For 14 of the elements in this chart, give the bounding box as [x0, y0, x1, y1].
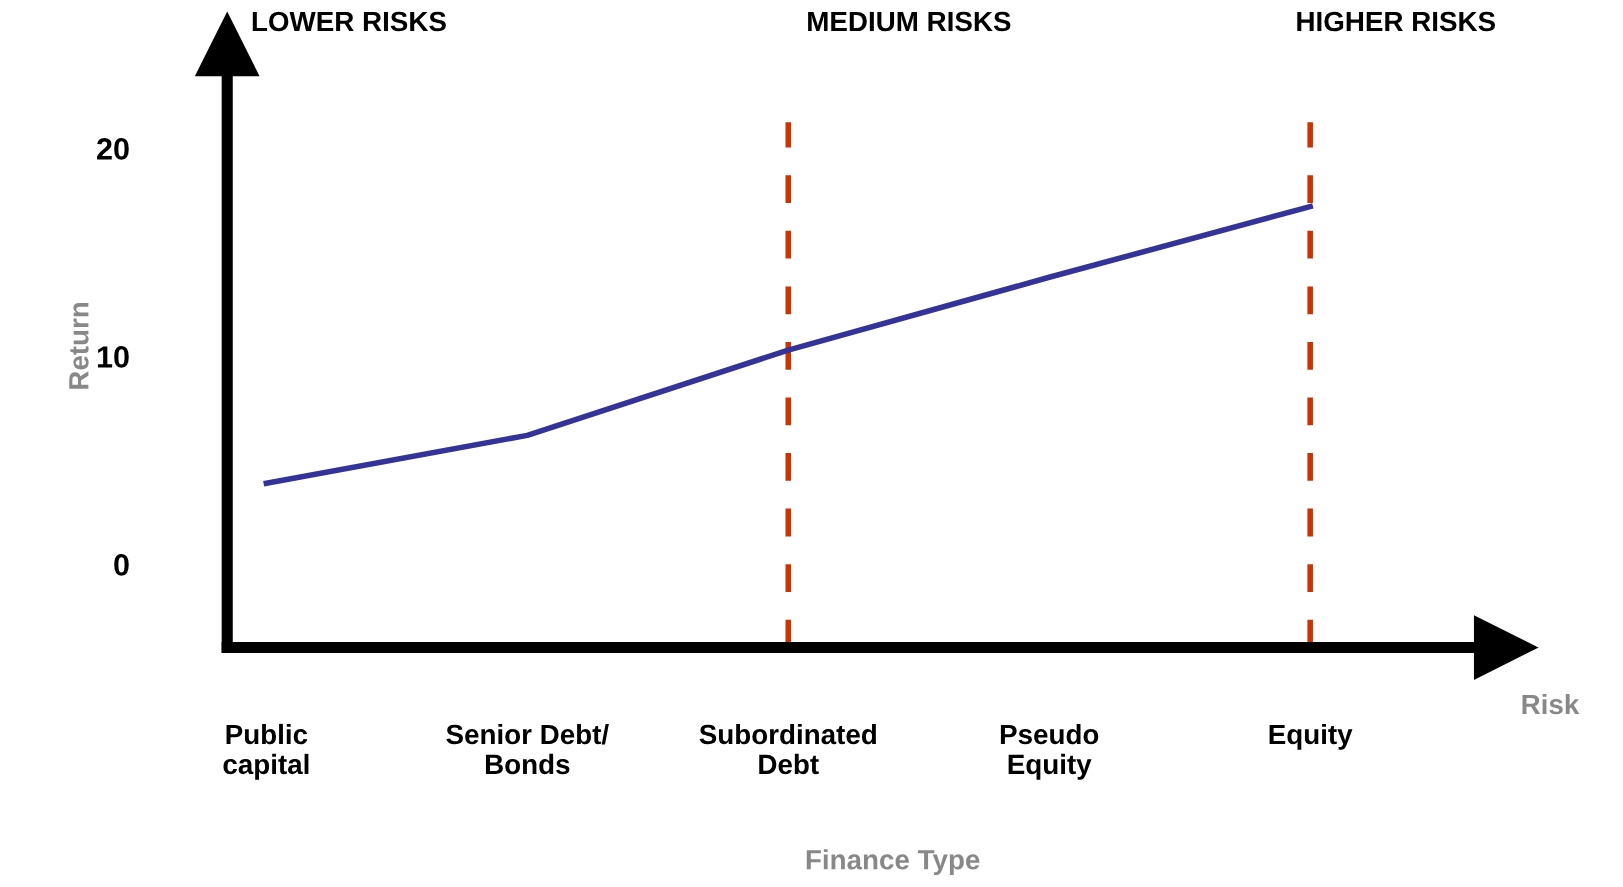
y-tick-label: 0	[114, 554, 129, 576]
x-tick-label: Public capital	[223, 723, 309, 780]
y-tick-label: 20	[97, 138, 129, 160]
text: MEDIUM RISKS	[808, 11, 1011, 32]
text: Risk	[1522, 693, 1580, 715]
x-tick-label: Pseudo Equity	[1000, 723, 1099, 780]
y-tick-label: 10	[97, 346, 129, 368]
x-tick-label: Subordinated Debt	[699, 723, 876, 775]
text: HIGHER RISKS	[1297, 11, 1496, 32]
x-tick-label: Senior Debt/ Bonds	[446, 723, 609, 775]
x-tick-label: Equity	[1269, 723, 1353, 750]
y-axis-title: Return	[69, 302, 89, 389]
x-axis-title: Finance Type	[806, 849, 980, 876]
text: LOWER RISKS	[252, 11, 446, 32]
